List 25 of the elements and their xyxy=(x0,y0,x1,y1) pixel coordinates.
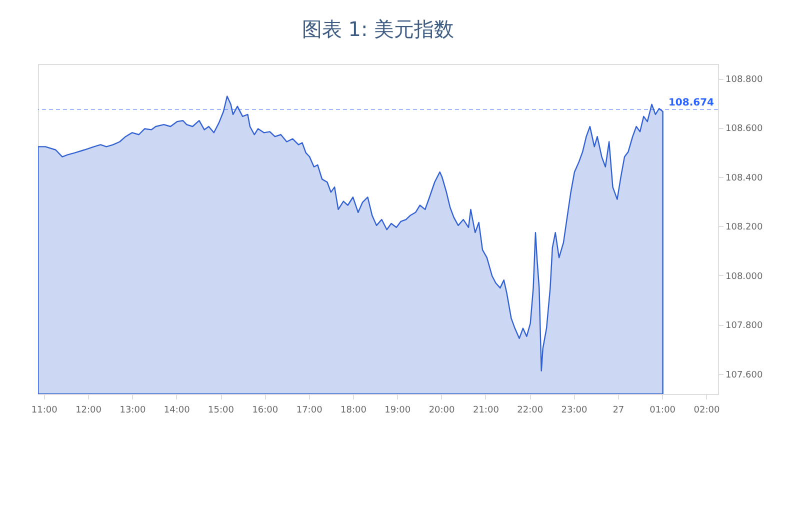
x-tick-label: 27 xyxy=(612,406,624,416)
y-tick-label: 107.800 xyxy=(726,321,763,332)
y-tick-label: 108.000 xyxy=(726,272,763,282)
x-tick-label: 18:00 xyxy=(340,406,367,416)
y-tick-label: 108.200 xyxy=(726,222,763,233)
x-tick-label: 11:00 xyxy=(31,406,58,416)
x-tick-label: 17:00 xyxy=(296,406,323,416)
x-tick-label: 21:00 xyxy=(472,406,500,416)
x-tick-label: 23:00 xyxy=(561,406,588,416)
x-tick-label: 19:00 xyxy=(384,406,411,416)
y-tick-label: 108.800 xyxy=(726,75,763,86)
y-tick-label: 107.600 xyxy=(726,370,763,380)
x-tick-label: 22:00 xyxy=(517,406,544,416)
x-tick-label: 14:00 xyxy=(164,406,190,416)
y-tick-label: 108.600 xyxy=(726,124,763,134)
ref-line-label: 108.674 xyxy=(668,98,714,109)
chart-title: 图表 1: 美元指数 xyxy=(302,17,454,41)
x-tick-label: 13:00 xyxy=(120,406,146,416)
x-tick-label: 12:00 xyxy=(76,406,102,416)
x-tick-label: 15:00 xyxy=(208,406,234,416)
y-tick-label: 108.400 xyxy=(726,173,763,184)
x-tick-label: 01:00 xyxy=(650,406,676,416)
x-tick-label: 20:00 xyxy=(428,406,456,416)
x-tick-label: 16:00 xyxy=(252,406,278,416)
x-tick-label: 02:00 xyxy=(694,406,720,416)
